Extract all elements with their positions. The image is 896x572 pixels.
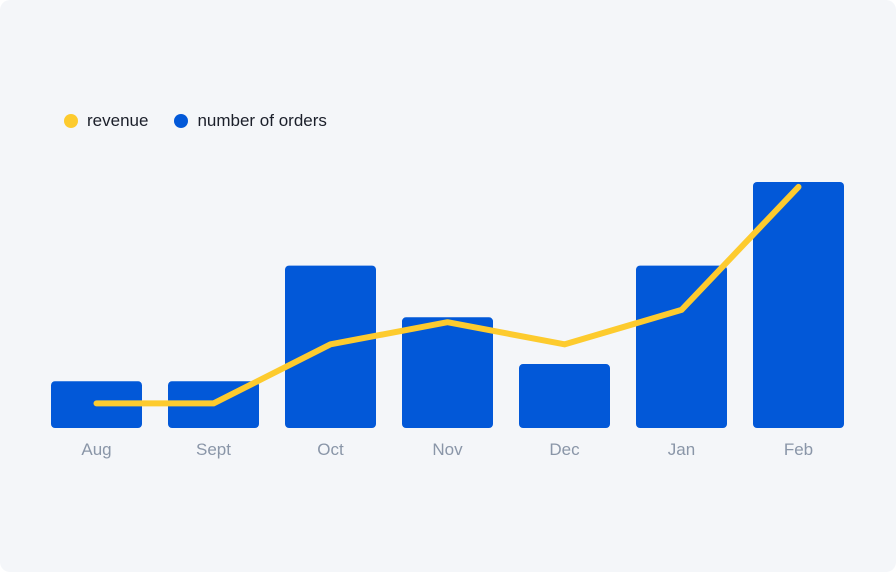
bar-nov <box>402 317 493 428</box>
bar-series <box>51 182 844 428</box>
bar-dec <box>519 364 610 428</box>
x-tick-nov: Nov <box>432 440 463 459</box>
bar-feb <box>753 182 844 428</box>
x-tick-jan: Jan <box>668 440 695 459</box>
legend-swatch-orders <box>174 114 189 128</box>
x-tick-feb: Feb <box>784 440 813 459</box>
chart-legend: revenue number of orders <box>64 111 353 131</box>
legend-item-orders: number of orders <box>174 111 327 131</box>
line-series <box>93 183 802 407</box>
legend-swatch-revenue <box>64 114 78 128</box>
x-tick-aug: Aug <box>81 440 111 459</box>
legend-item-revenue: revenue <box>64 111 148 131</box>
legend-label-orders: number of orders <box>197 111 327 130</box>
x-tick-sept: Sept <box>196 440 231 459</box>
x-tick-dec: Dec <box>549 440 580 459</box>
bar-jan <box>636 265 727 428</box>
legend-label-revenue: revenue <box>87 111 149 130</box>
x-tick-oct: Oct <box>317 440 344 459</box>
x-axis-ticks: Aug Sept Oct Nov Dec Jan Feb <box>81 440 813 459</box>
